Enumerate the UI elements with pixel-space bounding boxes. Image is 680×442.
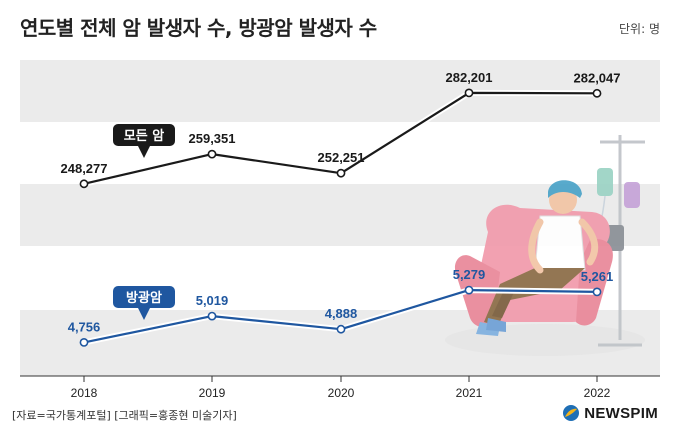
legend-all-cancer-label: 모든 암	[124, 128, 164, 144]
data-point	[336, 324, 346, 334]
newspim-logo-icon	[563, 405, 580, 421]
data-label: 4,888	[325, 306, 358, 321]
series-all-cancer: 248,277 259,351 252,251 282,201 282,047	[61, 70, 621, 189]
data-label: 282,047	[574, 70, 621, 85]
x-tick-label: 2019	[199, 386, 226, 400]
data-label: 4,756	[68, 319, 101, 334]
legend-bladder: 방광암	[113, 286, 175, 320]
x-tick-label: 2018	[71, 386, 98, 400]
data-label: 5,279	[453, 267, 486, 282]
data-label: 5,019	[196, 293, 229, 308]
unit-label: 단위: 명	[619, 22, 660, 36]
data-label: 259,351	[189, 131, 236, 146]
data-point	[464, 88, 474, 98]
data-point	[464, 285, 474, 295]
x-tick-label: 2022	[584, 386, 611, 400]
chart-title: 연도별 전체 암 발생자 수, 방광암 발생자 수	[20, 16, 377, 40]
legend-all-cancer: 모든 암	[113, 124, 175, 158]
x-tick-label: 2021	[456, 386, 483, 400]
data-label: 5,261	[581, 269, 614, 284]
x-tick-label: 2020	[328, 386, 355, 400]
data-point	[207, 311, 217, 321]
logo-text: NEWSPIM	[584, 404, 658, 422]
data-point	[79, 179, 89, 189]
data-point	[592, 287, 602, 297]
x-axis-ticks: 2018 2019 2020 2021 2022	[71, 376, 611, 400]
data-label: 282,201	[446, 70, 493, 85]
data-label: 248,277	[61, 161, 108, 176]
newspim-logo: NEWSPIM	[562, 404, 658, 422]
legend-bladder-label: 방광암	[126, 290, 162, 306]
data-point	[336, 168, 346, 178]
source-credit: [자료=국가통계포털] [그래픽=홍종현 미술기자]	[12, 409, 237, 422]
series-bladder-cancer: 4,756 5,019 4,888 5,279 5,261	[68, 267, 614, 347]
data-point	[207, 149, 217, 159]
data-label: 252,251	[318, 150, 365, 165]
data-point	[592, 88, 602, 98]
data-point	[79, 337, 89, 347]
